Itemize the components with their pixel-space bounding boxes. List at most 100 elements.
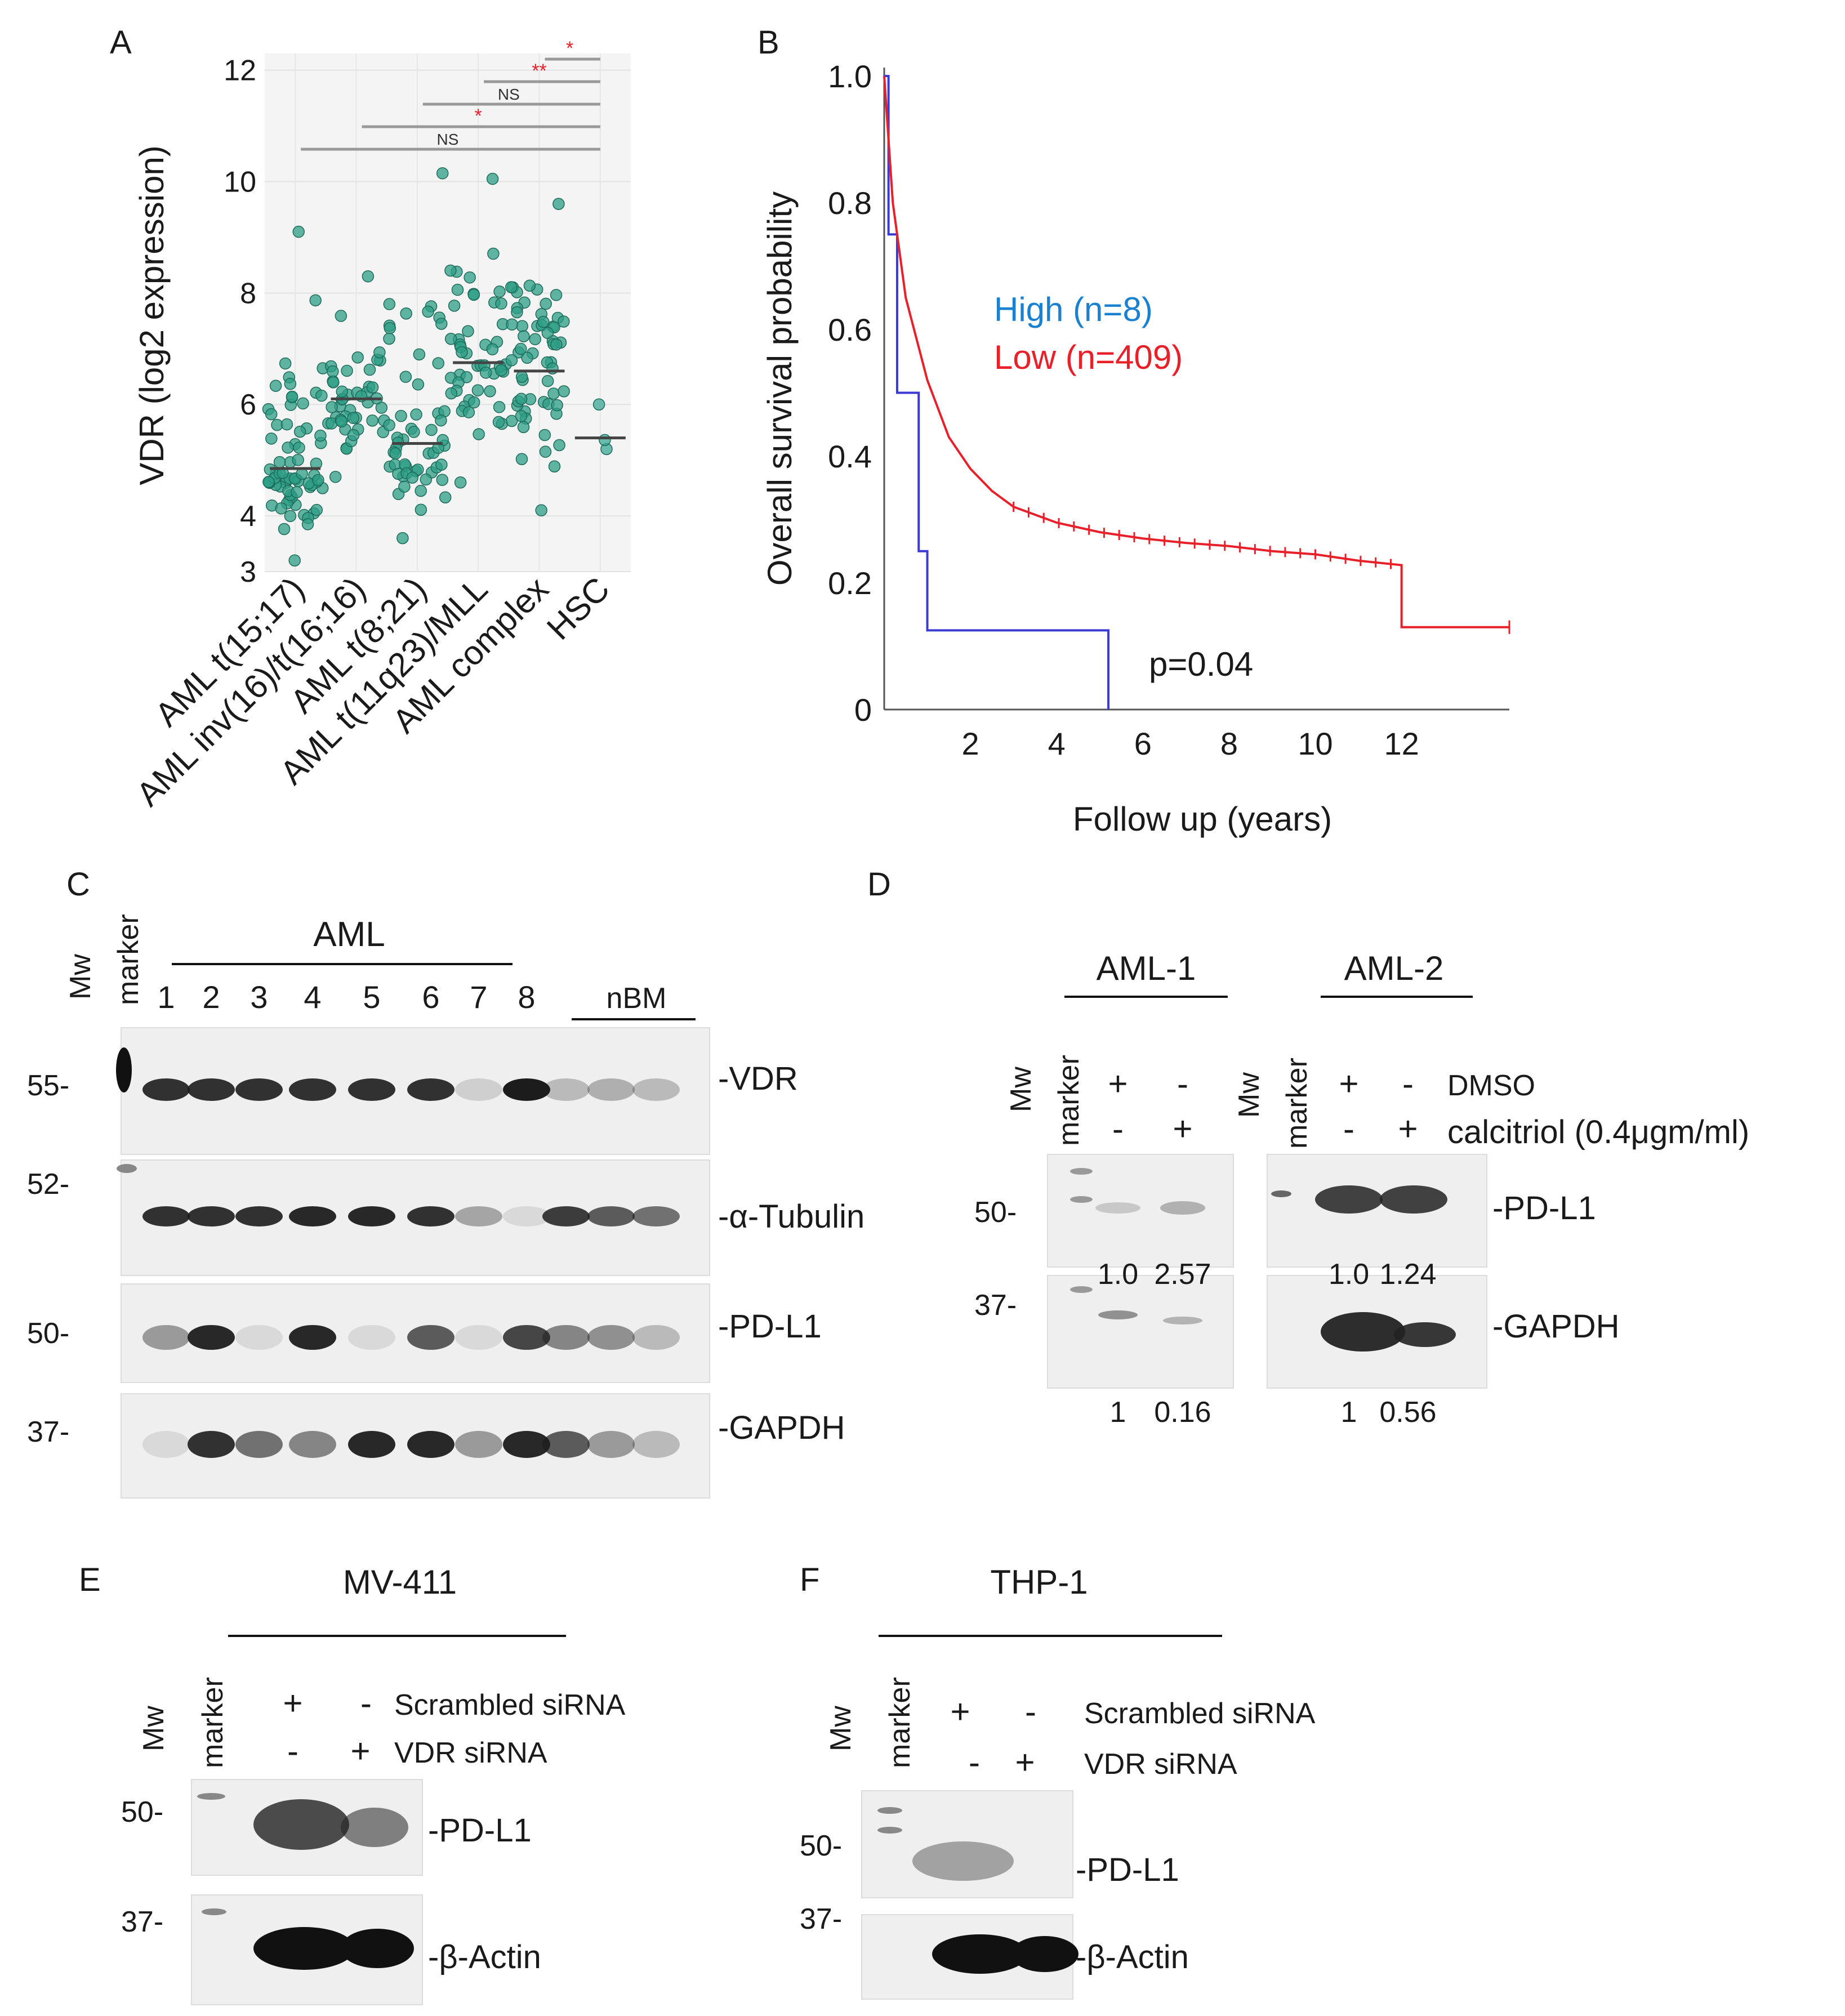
plot-b-xlabel: Follow up (years) xyxy=(1073,800,1332,838)
data-point xyxy=(479,367,492,379)
data-point xyxy=(383,298,396,310)
ytick-a: 3 xyxy=(240,556,256,588)
blot-band xyxy=(235,1431,283,1458)
data-point xyxy=(511,306,523,319)
marker-band xyxy=(197,1793,225,1800)
blot-band xyxy=(912,1841,1014,1881)
data-point xyxy=(273,456,286,469)
survival-line-high xyxy=(884,75,1110,710)
blot-band xyxy=(542,1431,590,1458)
data-point xyxy=(487,247,500,260)
data-point xyxy=(486,343,499,356)
blot-band xyxy=(407,1431,454,1458)
blot-band xyxy=(235,1206,283,1226)
data-point xyxy=(529,333,541,346)
d-marker-right: marker xyxy=(1281,1058,1313,1149)
d-mw-left: Mw xyxy=(1005,1067,1037,1112)
lane-number: 1 xyxy=(157,979,175,1015)
data-point xyxy=(366,381,379,394)
f-mw-50: 50- xyxy=(800,1830,842,1862)
f-mw-label: Mw xyxy=(825,1706,857,1751)
plot-b-ylabel: Overall survival probability xyxy=(761,191,799,586)
ytick-b: 1.0 xyxy=(828,59,872,94)
blot-band xyxy=(542,1078,590,1101)
data-point xyxy=(327,365,339,378)
data-point xyxy=(439,491,452,503)
data-point xyxy=(422,305,434,318)
data-point xyxy=(310,503,323,516)
blot-band xyxy=(632,1431,680,1458)
data-point xyxy=(347,412,359,425)
xtick-b: 10 xyxy=(1298,726,1332,761)
data-point xyxy=(326,401,338,413)
xtick-b: 6 xyxy=(1134,726,1152,761)
data-point xyxy=(336,385,349,398)
data-point xyxy=(373,346,386,359)
ytick-a: 8 xyxy=(240,277,256,310)
data-point xyxy=(435,458,448,471)
blot-band xyxy=(348,1325,395,1350)
xtick-b: 12 xyxy=(1384,726,1419,761)
lane-number: 5 xyxy=(363,979,380,1015)
ytick-b: 0.2 xyxy=(828,565,872,601)
blot-band xyxy=(455,1325,502,1350)
e-mw-label: Mw xyxy=(137,1706,170,1751)
data-point xyxy=(314,429,327,442)
blot-band xyxy=(542,1206,590,1226)
data-point xyxy=(399,371,412,383)
d-row-calcitriol: calcitriol (0.4μgm/ml) xyxy=(1447,1114,1749,1150)
d-row-dmso: DMSO xyxy=(1447,1069,1535,1102)
d-aml2-pd-q1: 1.0 xyxy=(1329,1258,1369,1291)
f-title: THP-1 xyxy=(990,1563,1088,1601)
blot-band xyxy=(587,1078,635,1101)
data-point xyxy=(592,398,605,411)
data-point xyxy=(506,318,518,331)
blot-band xyxy=(407,1325,454,1350)
data-point xyxy=(279,357,292,370)
blot-band xyxy=(503,1325,550,1350)
data-point xyxy=(278,523,291,536)
marker-band xyxy=(1070,1196,1093,1203)
data-point xyxy=(286,390,298,403)
marker-band xyxy=(117,1164,137,1173)
blot-d-aml2-pdl1 xyxy=(1267,1154,1487,1268)
marker-band xyxy=(202,1908,226,1915)
d-aml2-pd-q2: 1.24 xyxy=(1379,1258,1436,1291)
blot-band xyxy=(1380,1185,1447,1214)
data-point xyxy=(366,414,378,427)
lane-number: 6 xyxy=(422,979,439,1015)
data-point xyxy=(515,453,528,465)
f-scr-plus: + xyxy=(950,1693,970,1730)
data-point xyxy=(505,281,518,293)
blot-band xyxy=(503,1431,550,1458)
plot-a-ylabel: VDR (log2 expression) xyxy=(133,145,171,485)
data-point xyxy=(292,225,305,238)
data-point xyxy=(297,397,309,410)
e-vdr-plus: + xyxy=(350,1732,370,1770)
e-label-pdl1: -PD-L1 xyxy=(428,1812,532,1849)
data-point xyxy=(415,484,427,497)
xtick-b: 2 xyxy=(962,726,979,761)
sig-mark: ** xyxy=(532,60,546,82)
c-mw-55: 55- xyxy=(27,1069,69,1102)
survival-plot-b: 1.0 0.8 0.6 0.4 0.2 0 2 4 6 8 10 12 xyxy=(828,59,1510,761)
lane-number: 3 xyxy=(250,979,268,1015)
blot-band xyxy=(1315,1185,1383,1214)
lane-number: 8 xyxy=(518,979,535,1015)
data-point xyxy=(462,325,474,337)
d-label-gapdh: -GAPDH xyxy=(1492,1308,1620,1345)
blot-band xyxy=(289,1078,336,1101)
data-point xyxy=(553,439,565,452)
f-vdr-plus: + xyxy=(1015,1743,1035,1781)
data-point xyxy=(327,376,340,389)
marker-band xyxy=(1070,1286,1093,1293)
data-point xyxy=(425,423,438,436)
panel-label-d: D xyxy=(867,866,891,903)
d-aml1-dmso-plus: + xyxy=(1108,1065,1128,1103)
blot-band xyxy=(407,1078,454,1101)
data-point xyxy=(341,364,353,377)
blot-band xyxy=(348,1078,395,1101)
data-point xyxy=(599,434,611,447)
lane-number: 7 xyxy=(470,979,487,1015)
e-row-vdr: VDR siRNA xyxy=(394,1737,547,1769)
